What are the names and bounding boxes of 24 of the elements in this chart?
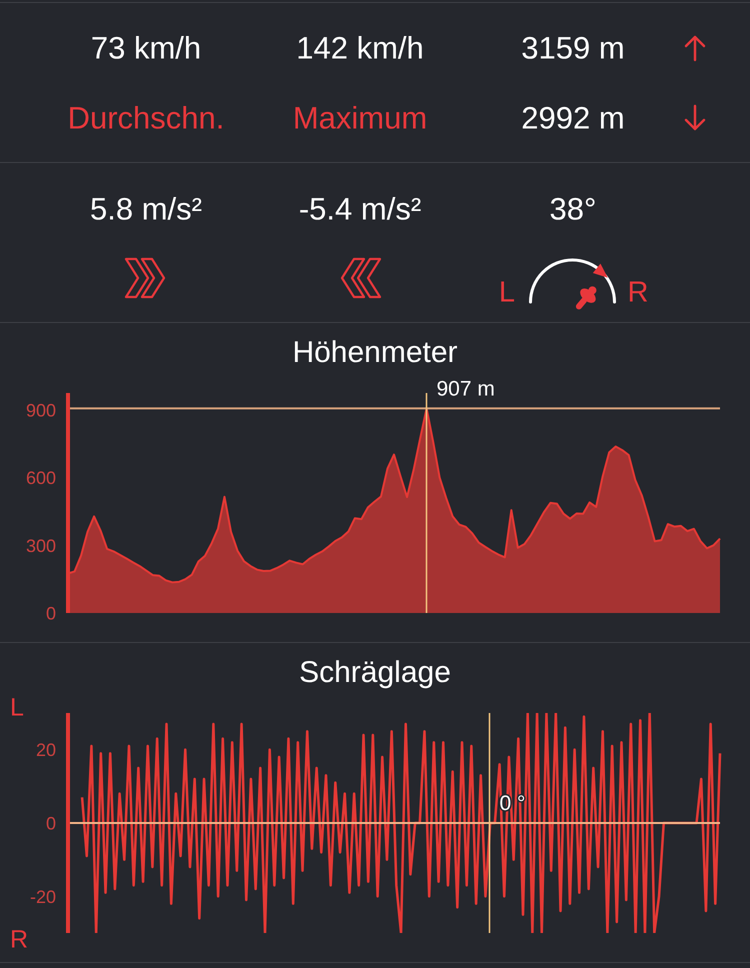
ref-line-label: 907 m [436,377,495,400]
y-tick-label: 600 [26,468,56,488]
text: L [498,276,516,308]
text: 5.8 m/s² [90,192,202,226]
text: R [10,926,28,954]
y-tick-label: 0 [46,813,56,834]
y-tick-label: 300 [26,536,56,556]
text: 142 km/h [296,30,424,66]
text: -5.4 m/s² [298,192,422,226]
text: Durchschn. [68,100,224,136]
chart-title: Schräglage [298,655,452,691]
y-tick-label: 20 [36,740,56,760]
text: 3159 m [521,30,625,66]
y-tick-label: -20 [30,886,56,907]
text: L [10,694,24,722]
text: 2992 m [521,100,625,136]
text: Maximum [292,100,428,136]
y-tick-label: 900 [26,400,56,420]
text: 38° [550,192,596,226]
text: R [628,276,648,308]
line-series [80,713,722,933]
text: 73 km/h [90,30,202,66]
y-tick-label: 0 [46,603,56,624]
chart-title: Höhenmeter [291,335,459,371]
